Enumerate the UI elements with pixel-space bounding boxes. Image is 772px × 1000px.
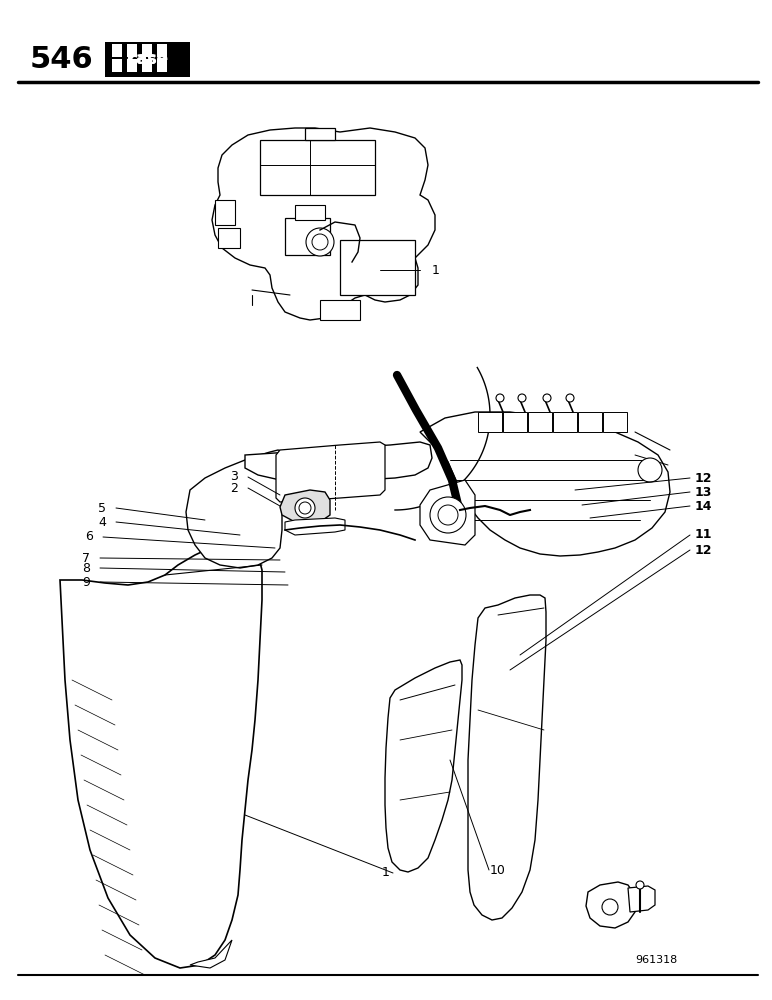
Text: 1: 1 bbox=[432, 263, 440, 276]
Circle shape bbox=[543, 394, 551, 402]
Text: 8: 8 bbox=[82, 562, 90, 574]
Polygon shape bbox=[586, 882, 635, 928]
Polygon shape bbox=[628, 886, 655, 912]
Polygon shape bbox=[603, 412, 627, 432]
Polygon shape bbox=[420, 480, 475, 545]
FancyBboxPatch shape bbox=[157, 59, 167, 72]
Polygon shape bbox=[245, 442, 432, 482]
Text: 13: 13 bbox=[695, 486, 713, 498]
Text: 3: 3 bbox=[230, 471, 238, 484]
Text: 14: 14 bbox=[695, 499, 713, 512]
Text: 10: 10 bbox=[490, 863, 506, 876]
FancyBboxPatch shape bbox=[127, 44, 137, 57]
Polygon shape bbox=[186, 450, 292, 568]
Bar bbox=[105, 42, 190, 77]
FancyBboxPatch shape bbox=[142, 59, 152, 72]
Polygon shape bbox=[578, 412, 602, 432]
Circle shape bbox=[518, 394, 526, 402]
Text: 546: 546 bbox=[30, 45, 93, 75]
FancyBboxPatch shape bbox=[112, 44, 122, 57]
FancyBboxPatch shape bbox=[112, 59, 122, 72]
Circle shape bbox=[438, 505, 458, 525]
Circle shape bbox=[496, 394, 504, 402]
Circle shape bbox=[430, 497, 466, 533]
Polygon shape bbox=[212, 128, 435, 320]
Circle shape bbox=[299, 502, 311, 514]
Polygon shape bbox=[280, 490, 330, 522]
Polygon shape bbox=[468, 595, 546, 920]
Circle shape bbox=[295, 498, 315, 518]
Polygon shape bbox=[285, 518, 345, 535]
FancyBboxPatch shape bbox=[127, 59, 137, 72]
Circle shape bbox=[602, 899, 618, 915]
Text: 11: 11 bbox=[695, 528, 713, 542]
Polygon shape bbox=[60, 545, 262, 968]
Polygon shape bbox=[420, 412, 670, 556]
Polygon shape bbox=[215, 200, 235, 225]
Polygon shape bbox=[260, 140, 375, 195]
Polygon shape bbox=[276, 442, 385, 502]
Polygon shape bbox=[320, 300, 360, 320]
Polygon shape bbox=[295, 205, 325, 220]
Polygon shape bbox=[478, 412, 502, 432]
Polygon shape bbox=[553, 412, 577, 432]
Polygon shape bbox=[285, 218, 330, 255]
Text: 961318: 961318 bbox=[635, 955, 677, 965]
FancyBboxPatch shape bbox=[105, 42, 190, 77]
Text: case: case bbox=[127, 50, 168, 68]
Circle shape bbox=[638, 458, 662, 482]
FancyBboxPatch shape bbox=[142, 44, 152, 57]
FancyBboxPatch shape bbox=[157, 44, 167, 57]
Text: case: case bbox=[128, 51, 167, 66]
Text: 5: 5 bbox=[98, 502, 106, 514]
Text: 7: 7 bbox=[82, 552, 90, 564]
Text: 12: 12 bbox=[695, 544, 713, 556]
Circle shape bbox=[306, 228, 334, 256]
Polygon shape bbox=[528, 412, 552, 432]
Polygon shape bbox=[305, 128, 335, 140]
Polygon shape bbox=[503, 412, 527, 432]
Text: 2: 2 bbox=[230, 482, 238, 494]
Text: 1: 1 bbox=[382, 866, 390, 880]
Circle shape bbox=[636, 881, 644, 889]
Text: 9: 9 bbox=[82, 576, 90, 588]
Polygon shape bbox=[340, 240, 415, 295]
Text: 6: 6 bbox=[85, 530, 93, 544]
Text: 4: 4 bbox=[98, 516, 106, 528]
Polygon shape bbox=[385, 660, 462, 872]
Text: 12: 12 bbox=[695, 472, 713, 485]
Circle shape bbox=[566, 394, 574, 402]
Polygon shape bbox=[190, 940, 232, 968]
Polygon shape bbox=[218, 228, 240, 248]
Circle shape bbox=[312, 234, 328, 250]
